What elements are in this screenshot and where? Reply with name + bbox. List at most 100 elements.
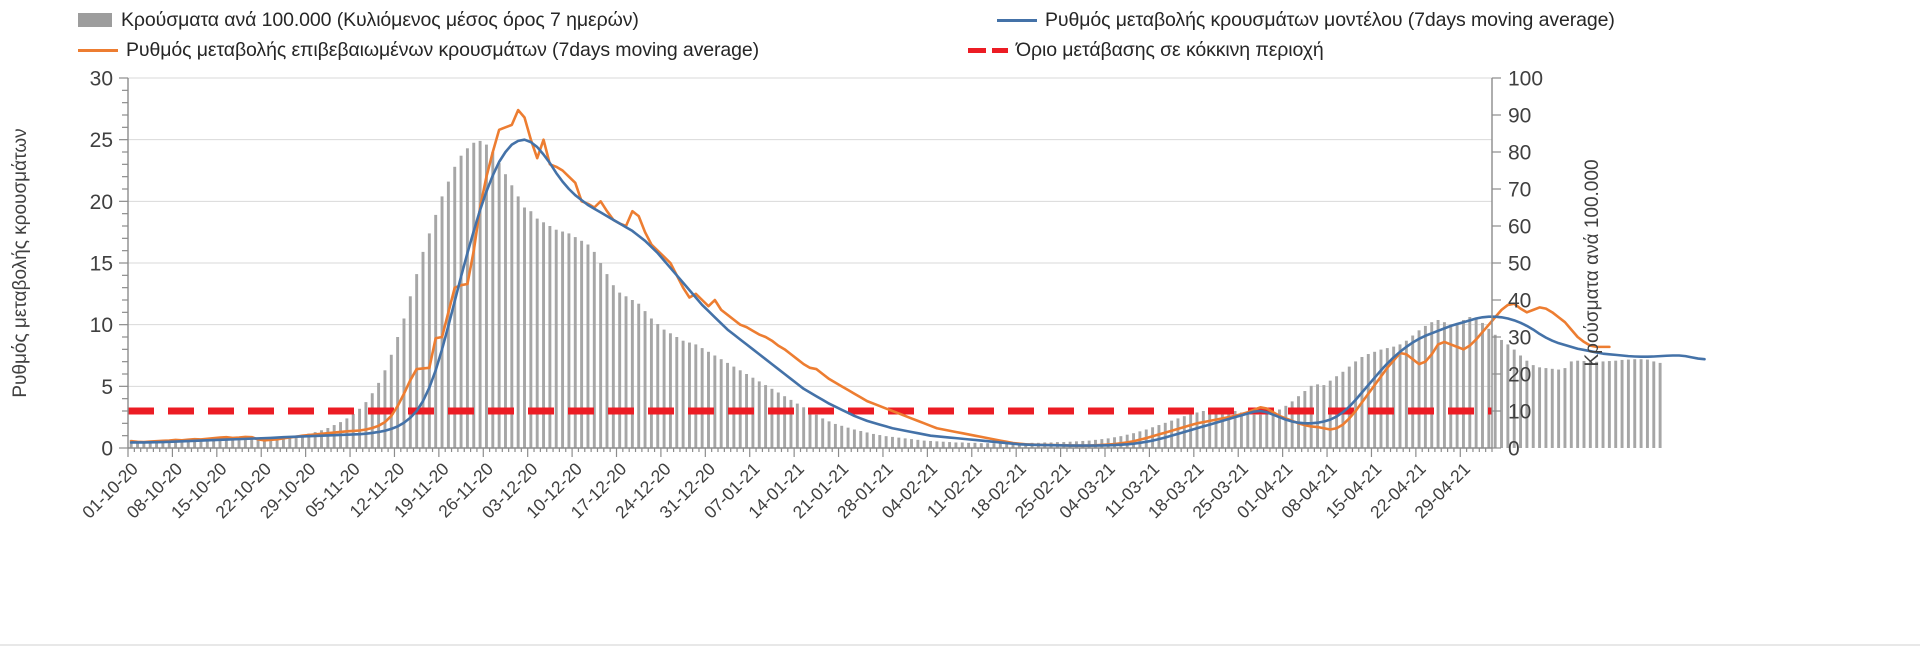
- axes-group: [0, 78, 1920, 646]
- bar: [910, 439, 913, 448]
- bar: [1468, 317, 1472, 448]
- bar: [1233, 411, 1237, 448]
- bar: [979, 443, 983, 448]
- bar: [313, 432, 317, 448]
- bar: [1316, 384, 1319, 448]
- line-model-rate: [129, 138, 1706, 447]
- bar: [364, 402, 368, 448]
- bar: [1220, 409, 1224, 448]
- bar: [770, 388, 774, 448]
- bar: [929, 440, 932, 448]
- y-axis-right-title: Κρούσματα ανά 100.000: [1582, 159, 1603, 366]
- bar: [1322, 385, 1326, 448]
- bar: [1271, 412, 1275, 448]
- bar: [440, 196, 444, 448]
- y-tick-label-right: 40: [1508, 290, 1531, 313]
- bar: [852, 429, 856, 448]
- bar: [802, 407, 806, 448]
- bar: [1309, 385, 1313, 448]
- axis-titles-group: Ρυθμός μεταβολής κρουσμάτων Κρούσματα ανά…: [10, 128, 1603, 397]
- bar: [783, 396, 787, 448]
- bar: [465, 148, 469, 449]
- bar: [561, 231, 565, 448]
- bar: [1436, 319, 1440, 448]
- x-axis-ticks: 01-10-2008-10-2015-10-2022-10-2029-10-20…: [78, 448, 1493, 522]
- bar: [1538, 367, 1542, 448]
- bar: [262, 439, 266, 448]
- bar: [1170, 420, 1174, 448]
- bar: [1258, 414, 1262, 448]
- bar: [1094, 439, 1097, 448]
- bar: [174, 439, 178, 448]
- bar: [649, 318, 653, 448]
- bar: [1506, 344, 1510, 448]
- bar: [960, 442, 964, 448]
- bar: [580, 240, 584, 448]
- bar: [1417, 330, 1421, 448]
- bar: [1620, 359, 1624, 448]
- bar: [377, 382, 381, 448]
- bar: [1569, 361, 1573, 448]
- bar: [1639, 359, 1643, 448]
- y-tick-label-right: 0: [1508, 438, 1520, 461]
- bar: [148, 440, 152, 448]
- bar: [161, 440, 165, 448]
- line-swatch-icon-blue: [997, 18, 1037, 22]
- bar: [1544, 368, 1548, 448]
- y-tick-label-right: 20: [1508, 364, 1531, 387]
- y-tick-label-right: 80: [1508, 142, 1531, 165]
- bar: [865, 432, 869, 448]
- bar: [1645, 359, 1649, 448]
- legend-item-model-rate[interactable]: Ρυθμός μεταβολής κρουσμάτων μοντέλου (7d…: [997, 10, 1615, 30]
- bar: [891, 436, 894, 448]
- bar: [916, 439, 920, 448]
- bar: [700, 348, 704, 448]
- bar: [814, 414, 818, 448]
- bar: [1519, 355, 1523, 448]
- y-tick-label-left: 20: [90, 191, 113, 214]
- bar: [491, 152, 495, 448]
- bar: [332, 425, 336, 448]
- bar: [1214, 409, 1218, 448]
- bar: [1442, 322, 1446, 448]
- bar: [529, 211, 533, 448]
- bar: [1246, 413, 1250, 448]
- legend-item-cases-per-100k[interactable]: Κρούσματα ανά 100.000 (Κυλιόμενος μέσος …: [78, 10, 639, 30]
- bar: [1265, 413, 1269, 448]
- bar: [707, 351, 710, 448]
- bar: [326, 428, 330, 448]
- bar: [243, 436, 247, 448]
- bar: [129, 439, 133, 448]
- bar: [567, 233, 571, 448]
- bar: [1449, 324, 1453, 448]
- bar: [275, 438, 279, 448]
- bar: [764, 385, 768, 448]
- legend-item-red-threshold[interactable]: Όριο μετάβασης σε κόκκινη περιοχή: [968, 40, 1324, 60]
- bar: [884, 436, 888, 448]
- bar: [294, 436, 298, 448]
- bar: [345, 418, 349, 448]
- bar: [478, 140, 482, 448]
- bar: [408, 296, 412, 448]
- bar: [1430, 322, 1434, 448]
- bar: [675, 337, 679, 448]
- bar: [396, 337, 400, 448]
- bar: [681, 340, 685, 448]
- bar: [1588, 361, 1592, 448]
- bar: [630, 300, 634, 448]
- bar: [1557, 369, 1561, 448]
- bar: [288, 436, 292, 448]
- bar: [1113, 437, 1116, 448]
- bar: [1290, 401, 1294, 448]
- y-axis-right-ticks: 0 10 20 30 40 50 60 70 80 90 100: [1492, 68, 1543, 461]
- bar: [1461, 319, 1465, 448]
- bar: [472, 142, 476, 448]
- y-tick-label-left: 10: [90, 314, 113, 337]
- bar: [136, 440, 139, 448]
- bar: [1487, 328, 1491, 448]
- bar: [1157, 425, 1161, 448]
- y-tick-label-right: 50: [1508, 253, 1531, 276]
- bar: [415, 274, 419, 448]
- legend-item-confirmed-rate[interactable]: Ρυθμός μεταβολής επιβεβαιωμένων κρουσμάτ…: [78, 40, 759, 60]
- y-tick-label-left: 15: [90, 253, 113, 276]
